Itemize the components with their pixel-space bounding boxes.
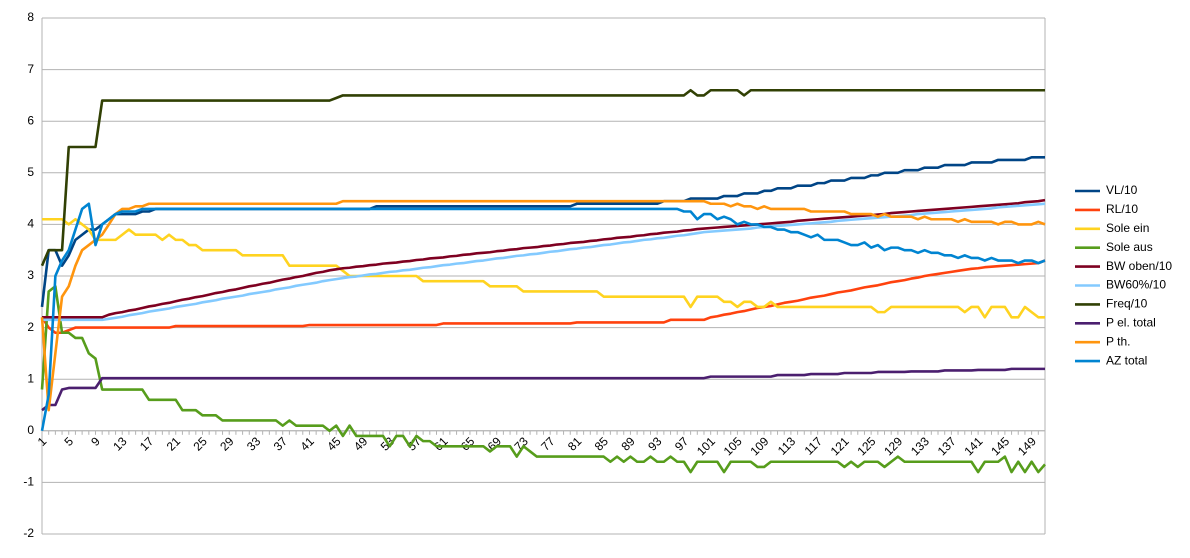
y-tick-label: 5 xyxy=(27,165,34,179)
y-tick-label: 3 xyxy=(27,268,34,282)
y-tick-label: 2 xyxy=(27,320,34,334)
y-tick-label: 0 xyxy=(27,423,34,437)
series-line xyxy=(40,199,1046,412)
y-tick-label: 6 xyxy=(27,113,34,127)
y-tick-label: 1 xyxy=(27,371,34,385)
legend-label: BW60%/10 xyxy=(1106,278,1166,292)
legend-label: Sole aus xyxy=(1106,240,1153,254)
series-line xyxy=(40,259,1046,335)
series-line xyxy=(40,202,1046,432)
y-tick-label: 8 xyxy=(27,10,34,24)
y-tick-label: 4 xyxy=(27,217,34,231)
legend-label: RL/10 xyxy=(1106,202,1138,216)
legend-label: P el. total xyxy=(1106,315,1156,329)
y-tick-label: -1 xyxy=(23,475,34,489)
legend-label: VL/10 xyxy=(1106,183,1138,197)
legend-label: P th. xyxy=(1106,334,1130,348)
series-line xyxy=(41,367,1045,412)
y-tick-label: 7 xyxy=(27,62,34,76)
series-line xyxy=(42,217,1045,319)
legend-label: Freq/10 xyxy=(1106,297,1148,311)
legend-label: BW oben/10 xyxy=(1106,259,1172,273)
series-line xyxy=(42,198,1046,319)
y-tick-label: -2 xyxy=(23,526,34,540)
series-line xyxy=(40,88,1045,267)
series-line xyxy=(40,285,1046,474)
legend-label: AZ total xyxy=(1106,353,1147,367)
legend-label: Sole ein xyxy=(1106,221,1149,235)
